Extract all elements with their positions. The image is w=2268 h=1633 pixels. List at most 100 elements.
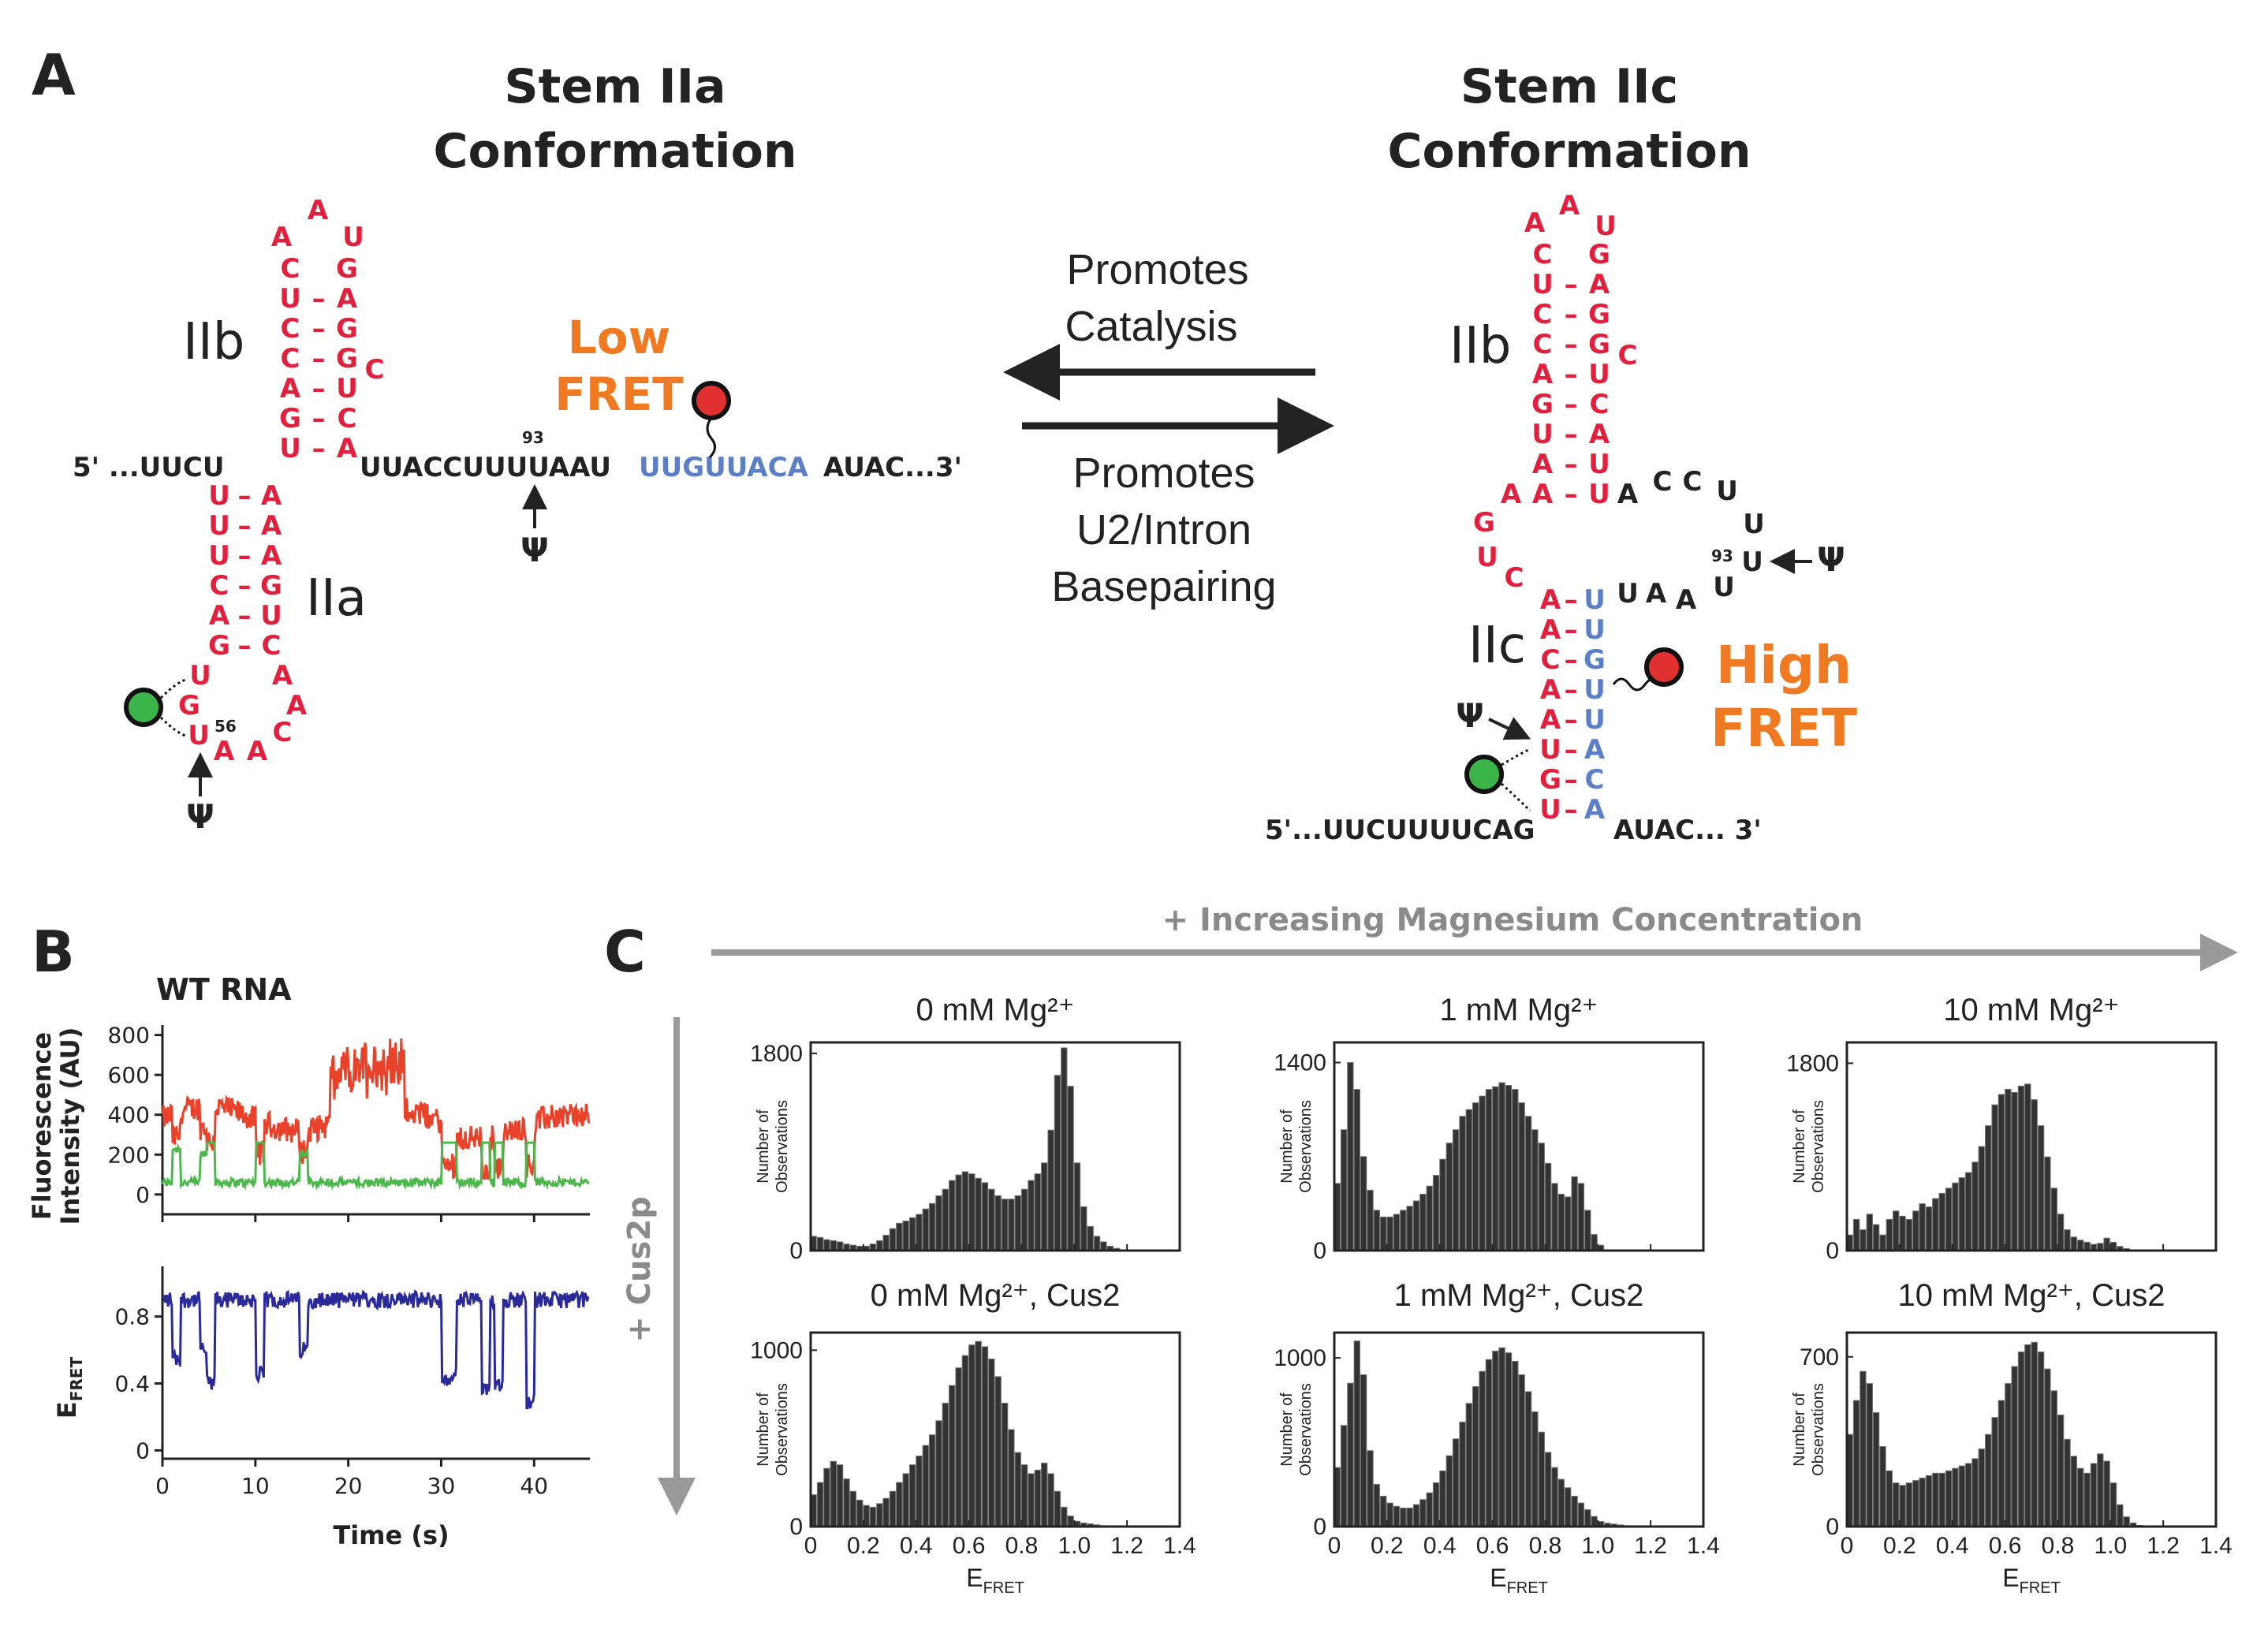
histogram-ylabel-2: Observations [1297,1100,1315,1193]
arrow-bottom-line1: Promotes [1072,449,1255,497]
histogram-bar [975,1177,982,1251]
histogram-bar [1925,1475,1933,1527]
histogram-bar [2090,1463,2098,1527]
histogram-bar [1852,1218,1860,1251]
svg-text:–: – [1565,389,1578,420]
histogram-frame [809,1041,1181,1252]
histogram-bar [2024,1344,2031,1527]
histogram-frame [809,1331,1181,1528]
svg-text:U: U [1539,794,1561,826]
histogram-bar [2050,1187,2058,1251]
svg-text:–: – [1565,704,1578,736]
histogram-bar [1073,1162,1081,1251]
histogram-bar [1093,1236,1101,1251]
acceptor-linker-left [706,417,716,459]
psi-right-stem: Ψ [1456,696,1484,735]
svg-text:–: – [1565,764,1578,796]
histogram-bar [1001,1403,1009,1527]
histogram-bar [1518,1102,1525,1251]
svg-text:–: – [1565,329,1578,360]
histogram-bar [1985,1434,1992,1527]
svg-text:–: – [312,433,326,464]
histogram-bar [1373,1484,1380,1527]
histogram-bar [1945,1187,1953,1251]
svg-text:–: – [1565,644,1578,676]
histogram-bar [1061,1047,1068,1251]
svg-text:–: – [1565,674,1578,706]
histogram-bar [1524,1391,1532,1527]
histogram-bar [1406,1206,1413,1251]
svg-text:A: A [1589,419,1610,450]
svg-text:G: G [336,253,358,285]
histogram-bar [836,1464,844,1527]
trace-xtick-label: 20 [334,1473,363,1499]
svg-text:C: C [1618,340,1638,371]
histogram-bar [1028,1473,1035,1527]
histogram-bar [1538,1143,1545,1251]
svg-text:A: A [261,540,282,572]
histogram-xtick-label: 0.4 [1423,1533,1457,1559]
histogram-bar [1386,1216,1393,1251]
histogram-ytick-label: 700 [1800,1344,1839,1370]
psi-arrow-right-stem [1488,717,1531,740]
histogram-bar [1505,1352,1513,1527]
num-93-left: 93 [522,428,544,447]
histogram-bar [916,1456,923,1527]
histogram-bar [1054,1490,1061,1527]
histogram-bar [1360,1374,1367,1527]
histogram-bar [1432,1482,1440,1527]
histogram-xtick-label: 1.0 [1581,1533,1614,1559]
histogram-bar [1872,1412,1880,1527]
histogram-ytick-label: 0 [789,1238,803,1264]
svg-text:U: U [1588,359,1610,390]
histogram-bar [2057,1415,2065,1527]
histogram-5: 1 mM Mg²⁺, Cus2 0 1000 Number of Observation… [1274,1278,1720,1597]
histogram-bar [816,1236,824,1251]
panel-b-xlabel: Time (s) [333,1520,449,1550]
svg-text:–: – [312,373,326,405]
histogram-bar [1538,1431,1545,1527]
histogram-bar [1445,1143,1453,1251]
svg-text:C: C [1505,562,1524,594]
left-seq-blue: UUGUUACA [639,452,809,483]
histogram-bar [1557,1194,1565,1251]
histogram-bar [1932,1472,1939,1527]
histogram-xtick-label: 0.6 [1476,1533,1509,1559]
histogram-bar [955,1367,962,1527]
svg-text:U: U [342,222,364,253]
histogram-ytick-label: 1400 [1274,1050,1326,1076]
histogram-xtick-label: 0 [804,1533,818,1559]
histogram-bar [1998,1400,2005,1527]
svg-text:U: U [1476,542,1498,573]
svg-text:G: G [336,343,358,375]
histogram-bar [1061,1506,1068,1527]
stem-IIa: U – A U – A U – A C – G A – U G – C U A G A U C A A [178,480,308,767]
histogram-bar [1565,1196,1572,1251]
histogram-bar [1925,1206,1933,1251]
svg-text:A: A [1589,269,1610,300]
trace-xtick-label: 40 [520,1473,548,1499]
histogram-bar [1899,1485,1906,1527]
svg-text:C: C [281,313,300,345]
histogram-bar [1353,1089,1360,1251]
panel-b-ylabel-top-1: Fluorescence [27,1032,57,1220]
svg-text:A: A [337,433,358,464]
panel-b-ylabel-top-2: Intensity (AU) [55,1027,85,1225]
svg-text:A: A [1524,207,1546,239]
svg-text:A: A [272,660,293,692]
donor-dye-left [124,688,163,727]
svg-text:U: U [1743,509,1765,540]
num-93-right: 93 [1711,546,1733,565]
trace-bottom-ytick-label: 0.4 [114,1371,150,1397]
right-title-line2: Conformation [1387,124,1751,179]
left-five-prime: 5' ...UUCU [73,452,224,483]
histogram-bar [1400,1210,1407,1251]
right-five-prime: 5'...UUCUUUUCAG [1265,815,1535,846]
svg-text:U: U [189,660,211,692]
svg-text:A: A [280,373,301,405]
svg-text:U: U [1595,211,1617,242]
histogram-bar [1472,1102,1479,1251]
histogram-ytick-label: 1000 [750,1337,803,1363]
stem-IIc: A – U A – U C – G A – U A – U U – A G – C U – A [1539,584,1606,826]
histogram-title: 0 mM Mg²⁺ [916,993,1074,1027]
